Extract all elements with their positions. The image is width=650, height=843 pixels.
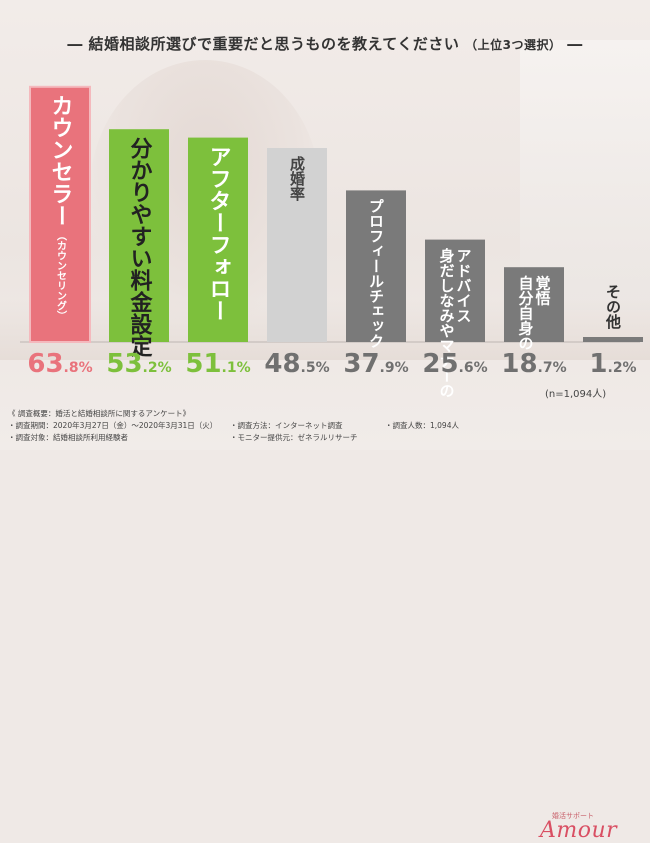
bar-group: 成婚率 48.5%	[264, 148, 330, 379]
category-label: プロフィールチェック	[367, 198, 385, 348]
amour-logo: Amour	[540, 818, 618, 843]
value-label: 25.6%	[422, 349, 487, 379]
chart-title: ― 結婚相談所選びで重要だと思うものを教えてください （上位3つ選択） ―	[0, 33, 650, 54]
category-label: アフターフォロー	[206, 146, 231, 322]
bar-group: 身だしなみやマナーの アドバイス 25.6%	[422, 239, 488, 398]
footer-count: ・調査人数：1,094人	[385, 421, 459, 430]
footer-title: 《 調査概要：婚活と結婚相談所に関するアンケート》	[8, 409, 191, 418]
value-label: 51.1%	[185, 349, 250, 379]
footer-provider: ・モニター提供元：ゼネラルリサーチ	[230, 433, 358, 442]
value-label: 18.7%	[501, 349, 566, 379]
value-label: 63.8%	[27, 349, 92, 379]
category-label: アドバイス	[455, 248, 473, 323]
category-label: 自分自身の	[517, 274, 535, 350]
footer-target: ・調査対象：結婚相談所利用経験者	[8, 433, 128, 442]
bar-group: カウンセラー （カウンセリング） 63.8%	[27, 85, 93, 379]
category-note: （カウンセリング）	[55, 231, 68, 321]
bar-group: アフターフォロー 51.1%	[185, 137, 251, 379]
bar	[267, 148, 327, 342]
title-main: 結婚相談所選びで重要だと思うものを教えてください	[88, 35, 460, 53]
sample-size-label: (n=1,094人)	[545, 389, 607, 400]
bar	[583, 337, 643, 342]
bar	[504, 267, 564, 342]
background-window	[520, 40, 650, 310]
survey-footer: 《 調査概要：婚活と結婚相談所に関するアンケート》 ・調査期間：2020年3月2…	[0, 400, 650, 843]
value-label: 48.5%	[264, 349, 329, 379]
bar	[346, 190, 406, 342]
title-dash-right: ―	[567, 35, 583, 53]
category-label: その他	[604, 284, 622, 330]
bar-chart: カウンセラー（カウンセリング）63.8%分かりやすい料金設定53.2%アフターフ…	[20, 85, 643, 398]
category-label: 分かりやすい料金設定	[127, 137, 154, 358]
bar	[29, 85, 91, 343]
bar	[425, 239, 485, 342]
category-label: 身だしなみやマナーの	[438, 247, 456, 398]
bar-group: その他 1.2%	[583, 284, 643, 379]
bar	[109, 129, 169, 342]
bar-group: 自分自身の 覚悟 18.7%	[501, 267, 567, 379]
title-dash-left: ―	[67, 35, 83, 53]
value-label: 53.2%	[106, 349, 171, 379]
category-label: 成婚率	[288, 155, 306, 202]
value-label: 1.2%	[589, 349, 636, 379]
footer-period: ・調査期間：2020年3月27日（金）～2020年3月31日（火）	[8, 421, 218, 430]
category-label: 覚悟	[534, 274, 552, 306]
bar	[188, 137, 248, 342]
title-sub: （上位3つ選択）	[465, 38, 562, 52]
footer-method: ・調査方法：インターネット調査	[230, 421, 343, 430]
category-label: カウンセラー	[48, 95, 73, 227]
value-label: 37.9%	[343, 349, 408, 379]
